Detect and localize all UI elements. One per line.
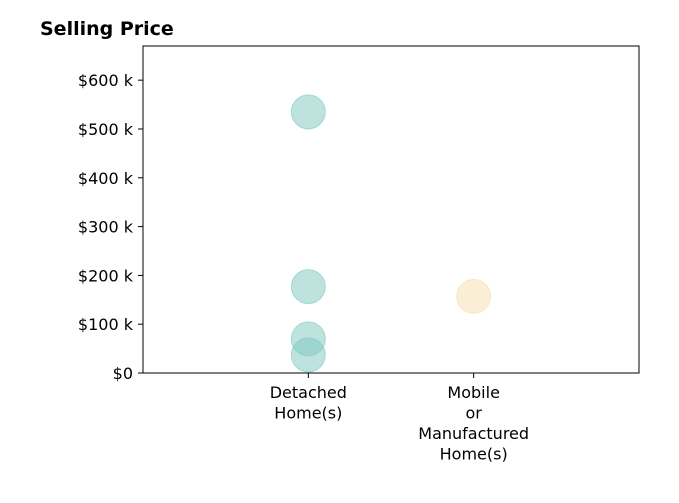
y-tick-label: $500 k: [78, 120, 134, 139]
y-tick-label: $0: [113, 364, 133, 383]
data-point: [456, 278, 492, 314]
plot-frame: [142, 45, 640, 374]
data-point: [290, 94, 326, 130]
y-tick-label: $200 k: [78, 266, 134, 285]
data-point: [290, 337, 326, 373]
x-tick-label: Detached Home(s): [270, 383, 347, 423]
x-axis: Detached Home(s) Mobile or Manufactured Home(…: [270, 373, 529, 464]
data-points: [290, 94, 492, 373]
y-tick-label: $400 k: [78, 169, 134, 188]
data-point: [290, 269, 326, 305]
chart-title: Selling Price: [40, 18, 174, 40]
y-tick-label: $100 k: [78, 315, 134, 334]
x-tick-label: Mobile or Manufactured Home(s): [418, 383, 529, 464]
y-axis: $0 $100 k $200 k $300 k $400 k $500 k $600 k: [78, 71, 143, 383]
y-tick-label: $300 k: [78, 218, 134, 237]
y-tick-label: $600 k: [78, 71, 134, 90]
